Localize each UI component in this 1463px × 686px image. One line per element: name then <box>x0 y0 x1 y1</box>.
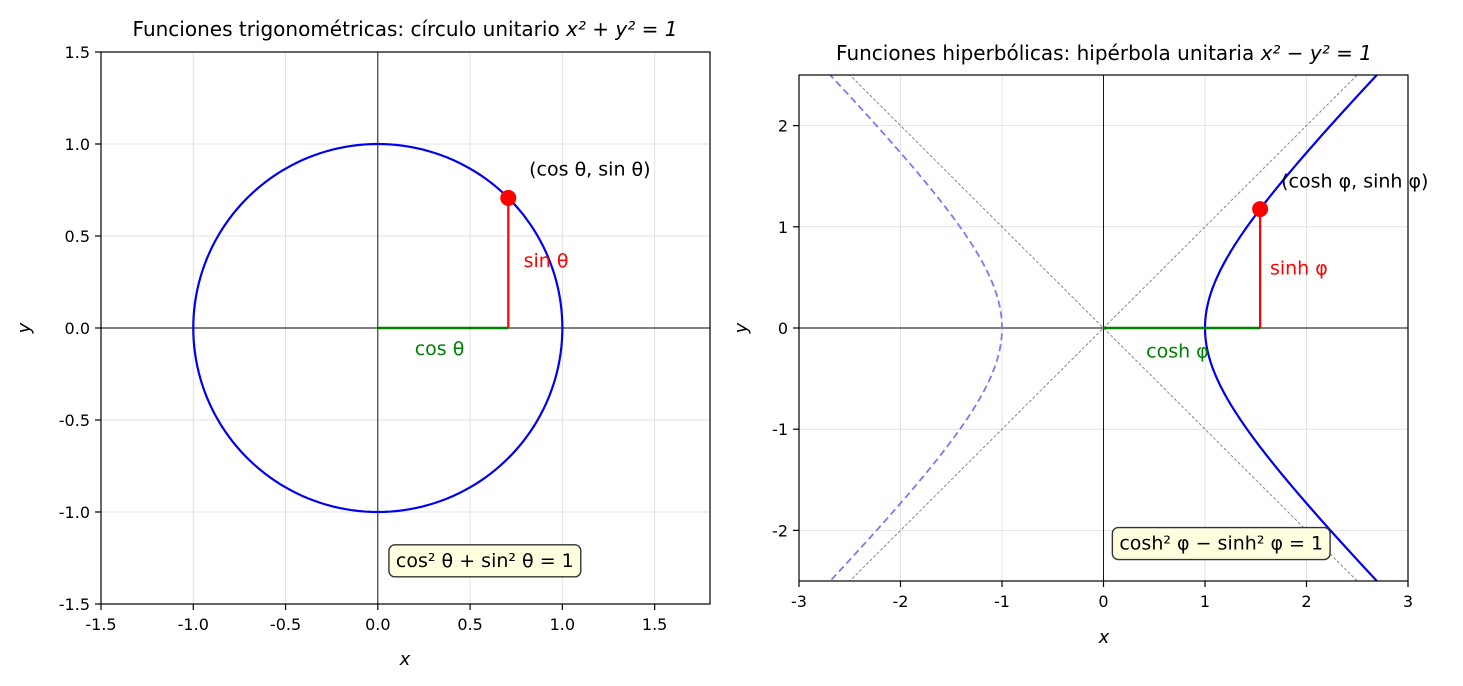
chart1-xtick-label: -1.0 <box>178 615 209 634</box>
chart2-point-label: (cosh φ, sinh φ) <box>1281 170 1428 192</box>
chart2-xtick-label: -2 <box>893 592 909 611</box>
chart1-ylabel: y <box>14 322 35 334</box>
chart-trigonometric: Funciones trigonométricas: círculo unita… <box>14 17 711 670</box>
chart2-xlabel: x <box>1098 627 1110 648</box>
chart1-xtick-label: -1.5 <box>85 615 116 634</box>
chart1-xtick-label: 1.5 <box>642 615 667 634</box>
chart-hyperbolic: Funciones hiperbólicas: hipérbola unitar… <box>731 41 1428 648</box>
chart1-ytick-label: -1.0 <box>59 503 90 522</box>
chart1-ytick-label: 1.0 <box>65 135 90 154</box>
chart2-ytick-label: -1 <box>772 420 788 439</box>
chart2-point <box>1252 201 1269 218</box>
chart1-xlabel: x <box>399 649 411 670</box>
chart1-ytick-label: 0.5 <box>65 227 90 246</box>
chart2-identity-text: cosh² φ − sinh² φ = 1 <box>1119 533 1323 555</box>
chart2-xtick-label: 1 <box>1200 592 1210 611</box>
chart1-identity-box: cos² θ + sin² θ = 1 <box>388 544 582 578</box>
chart1-xtick-label: 0.5 <box>457 615 482 634</box>
chart2-hyperbola-left-branch <box>828 75 1003 581</box>
chart2-xtick-label: 2 <box>1301 592 1311 611</box>
chart2-identity-box: cosh² φ − sinh² φ = 1 <box>1111 526 1331 561</box>
chart2-asymptote-positive <box>849 75 1358 581</box>
chart1-xtick-label: 0.0 <box>365 615 390 634</box>
chart2-xtick-label: -1 <box>994 592 1010 611</box>
chart2-xtick-label: 0 <box>1098 592 1108 611</box>
chart2-ytick-label: 1 <box>778 218 788 237</box>
chart2-cosh-label: cosh φ <box>1146 340 1209 362</box>
chart1-ytick-label: 1.5 <box>65 43 90 62</box>
chart1-ticks: -1.5 -1.0 -0.5 0.0 0.5 1.0 1.5 -1.5 -1.0 -0.5 0.0 0… <box>59 43 668 634</box>
chart1-sin-label: sin θ <box>524 250 569 272</box>
chart1-point-label: (cos θ, sin θ) <box>529 158 650 180</box>
chart1-title-math: x² + y² = 1 <box>565 17 677 41</box>
chart1-identity-text: cos² θ + sin² θ = 1 <box>396 550 574 572</box>
chart1-unit-circle <box>192 142 564 514</box>
chart1-xtick-label: -0.5 <box>270 615 301 634</box>
chart2-xtick-label: -3 <box>791 592 807 611</box>
chart1-point <box>500 189 517 206</box>
chart1-ytick-label: -0.5 <box>59 411 90 430</box>
chart1-title: Funciones trigonométricas: círculo unita… <box>133 17 678 41</box>
chart1-cos-label: cos θ <box>415 338 465 360</box>
chart2-xtick-label: 3 <box>1403 592 1413 611</box>
chart2-title-math: x² − y² = 1 <box>1260 41 1372 65</box>
chart2-ticks: -3 -2 -1 0 1 2 3 -2 -1 0 1 2 <box>772 117 1413 611</box>
chart1-ytick-label: -1.5 <box>59 595 90 614</box>
chart2-ytick-label: 0 <box>778 319 788 338</box>
chart1-ytick-label: 0.0 <box>65 319 90 338</box>
chart2-ylabel: y <box>731 322 752 334</box>
chart2-ytick-label: -2 <box>772 521 788 540</box>
chart2-ytick-label: 2 <box>778 117 788 136</box>
chart2-sinh-label: sinh φ <box>1270 257 1328 279</box>
chart1-xtick-label: 1.0 <box>550 615 575 634</box>
chart2-title: Funciones hiperbólicas: hipérbola unitar… <box>836 41 1372 65</box>
